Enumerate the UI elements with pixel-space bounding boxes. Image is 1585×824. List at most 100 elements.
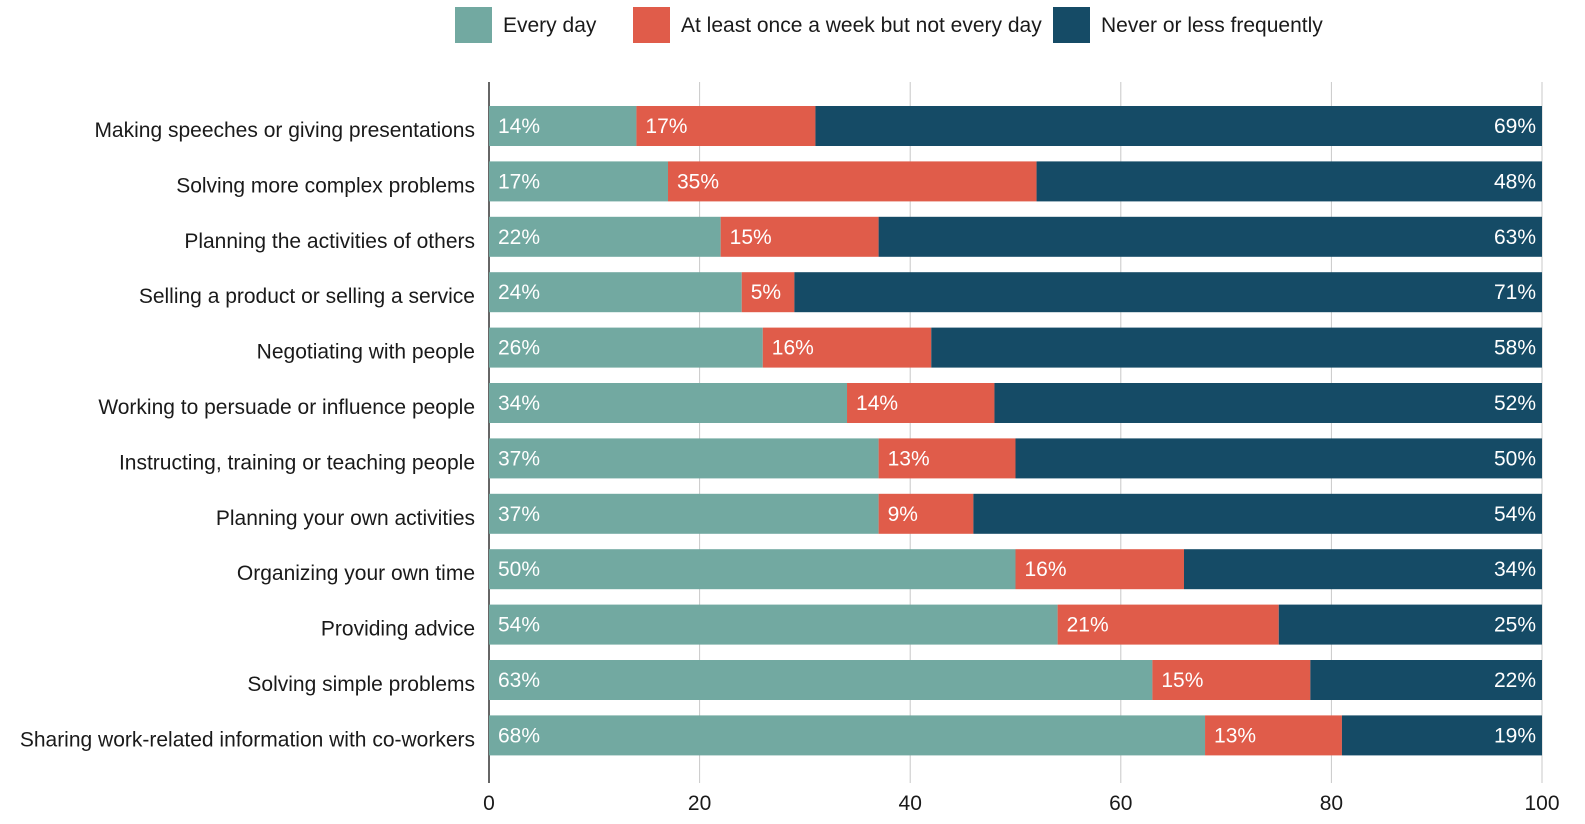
data-label: 52% <box>1494 392 1536 415</box>
bar-segment <box>931 327 1542 368</box>
data-label: 15% <box>730 226 772 249</box>
bar-row: 37% 9% 54% <box>489 493 1542 534</box>
category-label: Organizing your own time <box>237 562 475 585</box>
data-label: 58% <box>1494 337 1536 360</box>
bar-row: 63% 15% 22% <box>489 660 1542 700</box>
data-label: 25% <box>1494 614 1536 637</box>
data-label: 34% <box>1494 558 1536 581</box>
category-label: Making speeches or giving presentations <box>94 119 475 142</box>
bar-segment <box>1036 161 1542 202</box>
category-label: Solving simple problems <box>247 673 475 696</box>
bar-segment <box>815 106 1542 146</box>
data-label: 17% <box>645 115 687 138</box>
x-tick-label: 0 <box>483 792 495 815</box>
legend-swatch <box>1053 7 1090 43</box>
bar-row: 26% 16% 58% <box>489 327 1542 368</box>
x-tick-label: 60 <box>1109 792 1132 815</box>
data-label: 15% <box>1161 669 1203 692</box>
data-label: 13% <box>888 447 930 470</box>
data-label: 17% <box>498 170 540 193</box>
bar-segment <box>1205 715 1342 756</box>
category-labels: Making speeches or giving presentations S… <box>20 119 475 751</box>
data-label: 35% <box>677 170 719 193</box>
bar-segment <box>741 272 795 313</box>
data-label: 22% <box>498 226 540 249</box>
x-tick-label: 20 <box>688 792 711 815</box>
category-label: Planning your own activities <box>216 507 475 530</box>
bar-segment <box>489 549 1016 590</box>
bar-segment <box>994 383 1542 423</box>
bar-segment <box>762 327 932 368</box>
data-label: 63% <box>498 669 540 692</box>
category-label: Planning the activities of others <box>184 230 475 253</box>
data-label: 5% <box>751 281 781 304</box>
category-label: Solving more complex problems <box>176 174 475 197</box>
bar-segment <box>1015 438 1542 479</box>
bar-row: 17% 35% 48% <box>489 161 1542 202</box>
bar-segment <box>1341 715 1542 756</box>
bar-segment <box>1152 660 1311 700</box>
bar-segment <box>489 660 1153 700</box>
data-label: 69% <box>1494 115 1536 138</box>
data-label: 48% <box>1494 170 1536 193</box>
data-label: 37% <box>498 503 540 526</box>
bar-segment <box>973 493 1542 534</box>
bar-segment <box>489 216 721 257</box>
category-label: Working to persuade or influence people <box>98 396 475 419</box>
bar-row: 22% 15% 63% <box>489 216 1542 257</box>
bar-segment <box>1015 549 1184 590</box>
bar-segment <box>668 161 1037 202</box>
data-label: 63% <box>1494 226 1536 249</box>
bar-segment <box>489 106 637 146</box>
data-label: 21% <box>1067 614 1109 637</box>
data-label: 34% <box>498 392 540 415</box>
data-label: 37% <box>498 447 540 470</box>
bar-segment <box>847 383 995 423</box>
bars: 14% 17% 69% 17% 35% 48% 22% 15% 63% 24% 5% 71% 26% 16… <box>489 106 1542 756</box>
category-label: Sharing work-related information with co… <box>20 728 475 751</box>
bar-row: 50% 16% 34% <box>489 549 1542 590</box>
x-tick-label: 40 <box>899 792 922 815</box>
bar-segment <box>1183 549 1542 590</box>
bar-segment <box>1057 604 1279 645</box>
legend-swatch <box>633 7 670 43</box>
category-label: Instructing, training or teaching people <box>119 451 475 474</box>
data-label: 71% <box>1494 281 1536 304</box>
legend-label: Every day <box>503 14 597 37</box>
category-label: Negotiating with people <box>257 341 475 364</box>
data-label: 50% <box>498 558 540 581</box>
data-label: 50% <box>1494 447 1536 470</box>
bar-row: 54% 21% 25% <box>489 604 1542 645</box>
legend-label: At least once a week but not every day <box>681 14 1042 37</box>
data-label: 16% <box>772 337 814 360</box>
bar-segment <box>489 715 1206 756</box>
bar-segment <box>489 604 1058 645</box>
data-label: 19% <box>1494 724 1536 747</box>
category-label: Providing advice <box>321 618 475 641</box>
data-label: 24% <box>498 281 540 304</box>
category-label: Selling a product or selling a service <box>139 285 475 308</box>
legend-label: Never or less frequently <box>1101 14 1323 37</box>
bar-segment <box>636 106 816 146</box>
bar-segment <box>878 216 1542 257</box>
bar-segment <box>720 216 879 257</box>
data-label: 14% <box>856 392 898 415</box>
bar-segment <box>878 493 974 534</box>
legend: Every day At least once a week but not ev… <box>455 7 1323 43</box>
bar-segment <box>1310 660 1542 700</box>
x-tick-label: 80 <box>1320 792 1343 815</box>
data-label: 68% <box>498 724 540 747</box>
bar-segment <box>794 272 1542 313</box>
data-label: 22% <box>1494 669 1536 692</box>
bar-row: 24% 5% 71% <box>489 272 1542 313</box>
data-label: 13% <box>1214 724 1256 747</box>
bar-row: 34% 14% 52% <box>489 383 1542 423</box>
bar-row: 14% 17% 69% <box>489 106 1542 146</box>
x-tick-label: 100 <box>1524 792 1559 815</box>
bar-segment <box>1278 604 1542 645</box>
bar-segment <box>489 493 879 534</box>
data-label: 26% <box>498 337 540 360</box>
x-axis: 0 20 40 60 80 100 <box>483 792 1559 815</box>
bar-segment <box>489 438 879 479</box>
